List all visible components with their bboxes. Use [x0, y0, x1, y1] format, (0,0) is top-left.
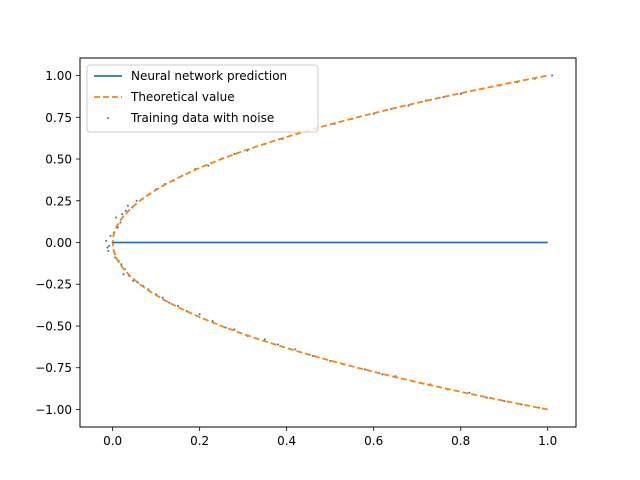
legend-label-theoretical: Theoretical value	[130, 90, 235, 104]
data-point	[108, 244, 111, 247]
data-point	[119, 221, 122, 224]
data-point	[168, 301, 171, 304]
x-tick-label: 0.4	[277, 434, 296, 448]
data-point	[122, 273, 125, 276]
data-point	[294, 348, 297, 351]
data-point	[468, 391, 471, 394]
data-point	[124, 209, 127, 212]
data-point	[176, 304, 179, 307]
data-point	[263, 338, 266, 341]
data-point	[381, 373, 384, 376]
data-point	[135, 199, 138, 202]
data-point	[120, 263, 123, 266]
y-axis: 1.00 0.75 0.50 0.25 0.00 −0.25 −0.50 −0.75 −1.00	[35, 69, 80, 417]
data-point	[161, 296, 164, 299]
legend-label-training-data: Training data with noise	[130, 111, 274, 125]
x-axis: 0.0 0.2 0.4 0.6 0.8 1.0	[103, 427, 557, 448]
data-point	[363, 368, 366, 371]
legend-swatch-training-data	[107, 117, 109, 119]
data-point	[106, 246, 109, 249]
data-point	[126, 204, 129, 207]
x-tick-label: 0.8	[451, 434, 470, 448]
data-point	[115, 216, 118, 219]
data-point	[329, 360, 332, 363]
x-tick-label: 0.6	[364, 434, 383, 448]
legend-box	[86, 64, 319, 133]
data-point	[459, 92, 462, 95]
x-tick-label: 1.0	[538, 434, 557, 448]
y-tick-label: −1.00	[35, 403, 72, 417]
data-point	[233, 153, 236, 156]
legend: Neural network prediction Theoretical va…	[86, 64, 319, 133]
data-point	[207, 164, 210, 167]
x-tick-label: 0.0	[103, 434, 122, 448]
y-tick-label: −0.25	[35, 278, 72, 292]
y-tick-label: 0.75	[45, 111, 72, 125]
data-point	[198, 313, 201, 316]
data-point	[276, 343, 279, 346]
data-point	[503, 400, 506, 403]
x-tick-label: 0.2	[190, 434, 209, 448]
legend-label-prediction: Neural network prediction	[131, 69, 287, 83]
data-point	[105, 239, 108, 242]
y-tick-label: −0.50	[35, 319, 72, 333]
data-point	[485, 396, 488, 399]
y-tick-label: 0.25	[45, 194, 72, 208]
data-point	[109, 234, 112, 237]
y-tick-label: −0.75	[35, 361, 72, 375]
y-tick-label: 0.00	[45, 236, 72, 250]
y-tick-label: 1.00	[45, 69, 72, 83]
data-point	[551, 74, 554, 77]
data-point	[132, 279, 135, 282]
y-tick-label: 0.50	[45, 153, 72, 167]
data-point	[107, 249, 110, 252]
data-point	[311, 355, 314, 358]
data-point	[121, 213, 124, 216]
